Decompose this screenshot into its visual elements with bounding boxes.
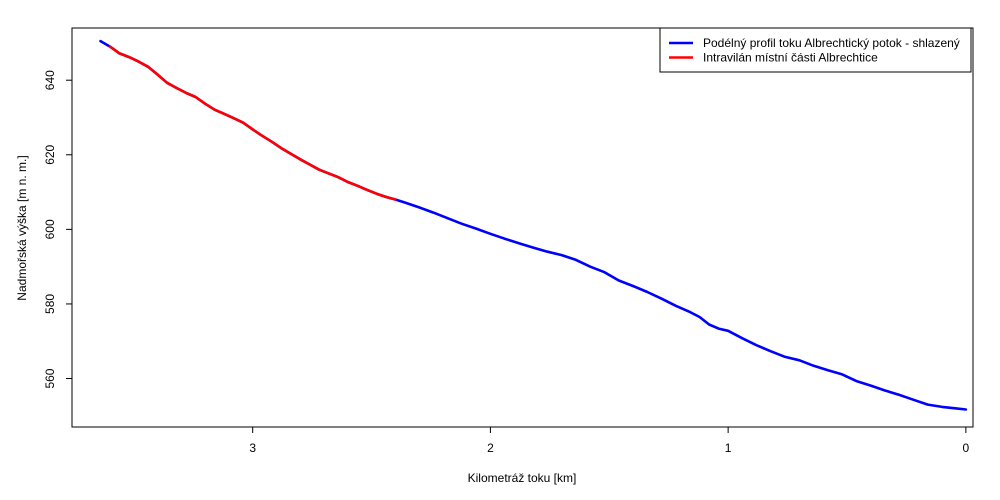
- y-tick-label: 620: [43, 144, 57, 164]
- x-tick-label: 3: [249, 441, 256, 455]
- series-line-0: [99, 39, 968, 411]
- y-tick-label: 600: [43, 219, 57, 239]
- legend-label: Podélný profil toku Albrechtický potok -…: [703, 36, 960, 50]
- plot-frame: [71, 27, 974, 428]
- y-tick-label: 560: [43, 368, 57, 388]
- y-tick-label: 580: [43, 294, 57, 314]
- legend: Podélný profil toku Albrechtický potok -…: [659, 27, 972, 73]
- x-tick-label: 1: [725, 441, 732, 455]
- x-tick-label: 0: [963, 441, 970, 455]
- x-axis-title: Kilometráž toku [km]: [468, 471, 577, 485]
- y-axis-title: Nadmořská výška [m n. m.]: [15, 155, 29, 300]
- series-line-1: [108, 45, 397, 201]
- y-axis: 560 580 600 620 640: [43, 70, 72, 389]
- x-tick-label: 2: [487, 441, 494, 455]
- series-layer: [99, 39, 968, 411]
- y-tick-label: 640: [43, 70, 57, 90]
- legend-label: Intravilán místní části Albrechtice: [703, 51, 878, 65]
- x-axis: 3 2 1 0: [249, 427, 970, 455]
- legend-box: [659, 27, 972, 73]
